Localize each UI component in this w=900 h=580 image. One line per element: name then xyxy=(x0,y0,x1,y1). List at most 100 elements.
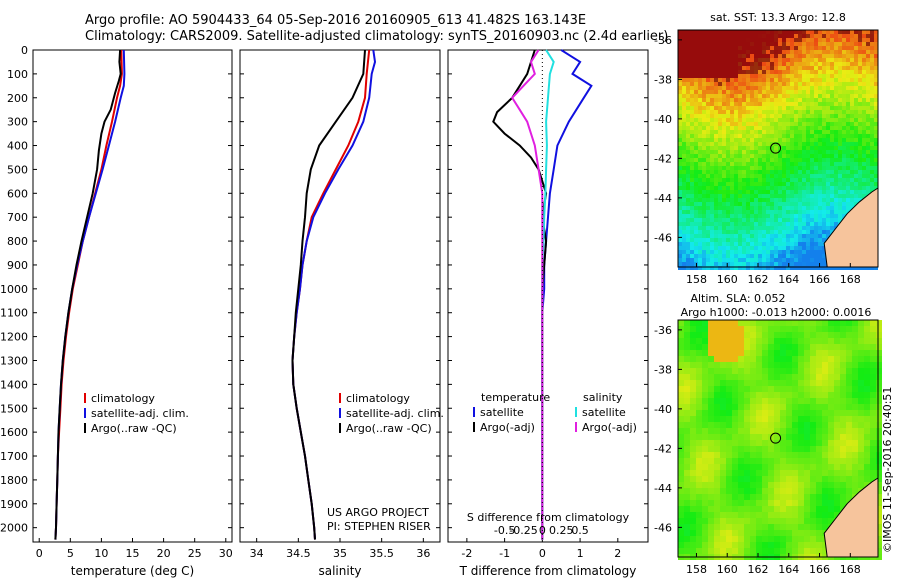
sst-map-cell xyxy=(826,102,830,106)
sst-map-cell xyxy=(726,262,730,266)
sst-map-cell xyxy=(726,102,730,106)
sst-map-cell xyxy=(874,38,878,42)
sst-map-cell xyxy=(834,30,838,34)
sst-map-cell xyxy=(686,30,690,34)
sla-map-cell xyxy=(786,464,792,470)
sst-map-cell xyxy=(746,174,750,178)
sst-map-cell xyxy=(734,138,738,142)
sst-map-cell xyxy=(774,90,778,94)
sst-map-cell xyxy=(806,178,810,182)
sst-map-cell xyxy=(858,114,862,118)
sla-map-cell xyxy=(864,464,870,470)
sst-map-cell xyxy=(722,206,726,210)
sla-map-cell xyxy=(816,356,822,362)
sla-map-cell xyxy=(822,506,828,512)
sst-map-cell xyxy=(754,158,758,162)
sst-map-cell xyxy=(738,154,742,158)
sst-map-cell xyxy=(730,46,734,50)
sla-map-cell xyxy=(690,404,696,410)
sla-map-cell xyxy=(804,326,810,332)
sst-map-cell xyxy=(726,138,730,142)
sla-map-cell xyxy=(876,530,882,536)
sla-map-cell xyxy=(744,356,750,362)
sst-map-cell xyxy=(686,174,690,178)
sst-map-cell xyxy=(706,190,710,194)
sst-map-cell xyxy=(810,126,814,130)
sst-map-cell xyxy=(762,54,766,58)
sst-map-cell xyxy=(698,146,702,150)
sla-map-cell xyxy=(708,428,714,434)
difference-profile-xtick-label: 1 xyxy=(577,547,584,560)
sst-map-cell xyxy=(838,210,842,214)
sst-map-cell xyxy=(718,122,722,126)
sla-map-cell xyxy=(690,338,696,344)
sst-map-cell xyxy=(686,58,690,62)
sst-map-cell xyxy=(754,226,758,230)
sla-map-cell xyxy=(732,464,738,470)
sst-map-cell xyxy=(678,110,682,114)
sla-map-cell xyxy=(750,512,756,518)
sst-map-cell xyxy=(850,126,854,130)
sla-map-cell xyxy=(684,500,690,506)
sst-map-cell xyxy=(838,78,842,82)
sst-map-cell xyxy=(818,86,822,90)
sla-map-cell xyxy=(840,320,846,326)
sst-map-cell xyxy=(822,74,826,78)
sst-map-cell xyxy=(822,86,826,90)
sst-map-cell xyxy=(730,54,734,58)
sla-map-cell xyxy=(684,422,690,428)
sst-map-cell xyxy=(818,130,822,134)
sla-map-cell xyxy=(774,542,780,548)
sst-map-cell xyxy=(750,50,754,54)
sst-map-cell xyxy=(782,102,786,106)
sst-map-cell xyxy=(770,242,774,246)
sst-map-cell xyxy=(838,110,842,114)
sst-map-cell xyxy=(818,254,822,258)
sla-map-cell xyxy=(714,536,720,542)
sst-map-cell xyxy=(866,74,870,78)
sst-map-cell xyxy=(814,202,818,206)
sst-map-cell xyxy=(730,170,734,174)
sst-map-cell xyxy=(742,250,746,254)
sst-map-cell xyxy=(746,30,750,34)
sst-map-cell xyxy=(742,62,746,66)
sst-map-cell xyxy=(706,118,710,122)
sla-map-cell xyxy=(756,500,762,506)
sst-map-cell xyxy=(790,262,794,266)
sst-map-cell xyxy=(730,166,734,170)
sst-map-cell xyxy=(730,86,734,90)
sla-map-cell xyxy=(798,512,804,518)
sla-map-cell xyxy=(744,536,750,542)
sla-map-cell xyxy=(678,380,684,386)
sst-map-cell xyxy=(802,54,806,58)
sla-map-cell xyxy=(726,494,732,500)
sst-map-cell xyxy=(686,86,690,90)
sst-map-cell xyxy=(806,166,810,170)
sst-map-cell xyxy=(846,130,850,134)
sst-map-cell xyxy=(738,182,742,186)
sst-map-cell xyxy=(842,122,846,126)
sst-map-cell xyxy=(870,110,874,114)
sst-map-cell xyxy=(854,78,858,82)
sst-map-cell xyxy=(770,266,774,270)
sst-map-cell xyxy=(682,150,686,154)
sst-map-cell xyxy=(782,70,786,74)
sst-map-cell xyxy=(766,110,770,114)
salinity-profile-frame xyxy=(239,49,441,543)
sst-map-cell xyxy=(678,106,682,110)
sla-map-cell xyxy=(810,410,816,416)
sst-map-cell xyxy=(702,98,706,102)
sla-map-cell xyxy=(714,518,720,524)
sst-map-cell xyxy=(830,150,834,154)
sst-map-cell xyxy=(702,78,706,82)
sst-map-cell xyxy=(830,78,834,82)
sst-map-cell xyxy=(874,42,878,46)
sla-map-cell xyxy=(726,338,732,344)
sst-map-cell xyxy=(834,34,838,38)
sst-map-cell xyxy=(786,258,790,262)
sst-map-cell xyxy=(754,258,758,262)
sst-map-cell xyxy=(806,262,810,266)
sst-map-cell xyxy=(818,30,822,34)
sst-map-cell xyxy=(746,234,750,238)
sst-map-cell xyxy=(858,138,862,142)
